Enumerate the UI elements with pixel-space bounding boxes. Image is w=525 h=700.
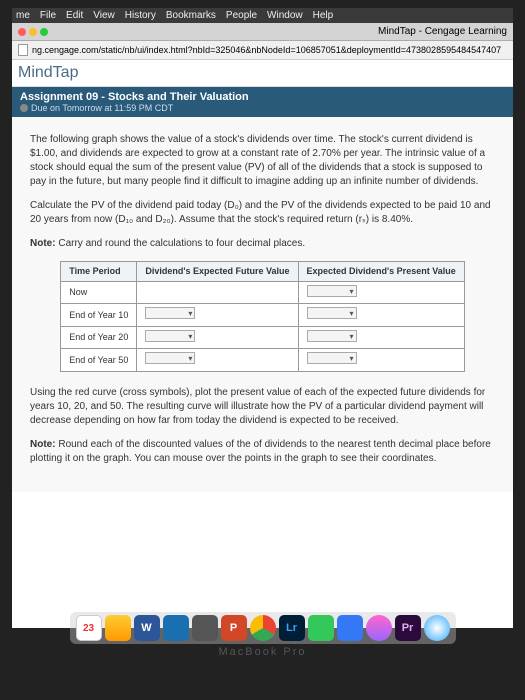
chrome-icon[interactable] (250, 615, 276, 641)
cell-dropdown[interactable] (137, 326, 298, 349)
dividend-table: Time Period Dividend's Expected Future V… (60, 261, 464, 372)
lightroom-icon[interactable]: Lr (279, 615, 305, 641)
word-icon[interactable]: W (134, 615, 160, 641)
due-text: Due on Tomorrow at 11:59 PM CDT (20, 103, 505, 113)
cell-dropdown[interactable] (298, 281, 464, 304)
menu-item[interactable]: me (16, 10, 30, 21)
row-label: End of Year 20 (61, 326, 137, 349)
paragraph: The following graph shows the value of a… (30, 133, 495, 189)
safari-icon[interactable] (424, 615, 450, 641)
menu-item[interactable]: File (40, 10, 56, 21)
cell-dropdown[interactable] (298, 326, 464, 349)
bezel-label: MacBook Pro (0, 646, 525, 658)
screen: me File Edit View History Bookmarks Peop… (12, 8, 513, 628)
th-period: Time Period (61, 262, 137, 282)
menu-item[interactable]: View (93, 10, 115, 21)
menu-item[interactable]: Edit (66, 10, 83, 21)
browser-tab-bar: MindTap - Cengage Learning (12, 23, 513, 41)
tab-title[interactable]: MindTap - Cengage Learning (378, 26, 507, 37)
minimize-icon[interactable] (29, 28, 37, 36)
th-future: Dividend's Expected Future Value (137, 262, 298, 282)
th-present: Expected Dividend's Present Value (298, 262, 464, 282)
row-label: End of Year 50 (61, 349, 137, 372)
paragraph: Using the red curve (cross symbols), plo… (30, 386, 495, 428)
powerpoint-icon[interactable]: P (221, 615, 247, 641)
calendar-icon[interactable]: 23 (76, 615, 102, 641)
note: Note: Round each of the discounted value… (30, 438, 495, 466)
premiere-icon[interactable]: Pr (395, 615, 421, 641)
clock-icon (20, 104, 28, 112)
macos-menubar[interactable]: me File Edit View History Bookmarks Peop… (12, 8, 513, 23)
messages-icon[interactable] (308, 615, 334, 641)
page-icon (18, 44, 28, 56)
menu-item[interactable]: Help (313, 10, 334, 21)
note: Note: Carry and round the calculations t… (30, 237, 495, 251)
menu-item[interactable]: Bookmarks (166, 10, 216, 21)
downloads-icon[interactable] (337, 615, 363, 641)
assignment-title: Assignment 09 - Stocks and Their Valuati… (20, 91, 505, 103)
mindtap-header: MindTap (12, 60, 513, 87)
row-label: End of Year 10 (61, 304, 137, 327)
cell-dropdown[interactable] (137, 304, 298, 327)
settings-icon[interactable] (192, 615, 218, 641)
itunes-icon[interactable] (366, 615, 392, 641)
mindtap-logo: MindTap (18, 64, 78, 81)
window-controls (18, 28, 48, 36)
cell-dropdown[interactable] (137, 349, 298, 372)
laptop-frame: me File Edit View History Bookmarks Peop… (0, 0, 525, 700)
paragraph: Calculate the PV of the dividend paid to… (30, 199, 495, 227)
cell-dropdown[interactable] (298, 349, 464, 372)
menu-item[interactable]: Window (267, 10, 303, 21)
maximize-icon[interactable] (40, 28, 48, 36)
menu-item[interactable]: History (125, 10, 156, 21)
content-area: The following graph shows the value of a… (12, 117, 513, 492)
menu-item[interactable]: People (226, 10, 257, 21)
close-icon[interactable] (18, 28, 26, 36)
macos-dock[interactable]: 23 W P Lr Pr (70, 612, 456, 644)
row-label: Now (61, 281, 137, 304)
cell-dropdown[interactable] (298, 304, 464, 327)
appstore-icon[interactable] (163, 615, 189, 641)
wifi-icon[interactable] (105, 615, 131, 641)
url-text: ng.cengage.com/static/nb/ui/index.html?n… (32, 45, 501, 55)
assignment-bar: Assignment 09 - Stocks and Their Valuati… (12, 87, 513, 117)
url-bar[interactable]: ng.cengage.com/static/nb/ui/index.html?n… (12, 41, 513, 60)
